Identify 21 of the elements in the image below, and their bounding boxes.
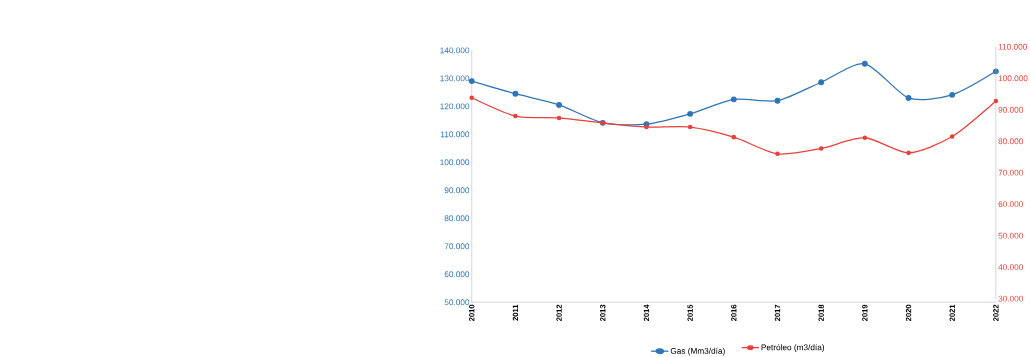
- y-tick-label: 80.000: [444, 215, 470, 222]
- y-tick-label: 50.000: [444, 299, 470, 306]
- y-tick-label: 110.000: [440, 131, 470, 138]
- y2-tick-label: 60.000: [998, 201, 1023, 207]
- y-tick-label: 70.000: [444, 243, 470, 250]
- legend-label: Petróleo (m3/día): [761, 344, 825, 352]
- y2-tick-label: 80.000: [998, 138, 1023, 145]
- y-tick-label: 100.000: [440, 159, 470, 166]
- y2-tick-label: 110.000: [998, 43, 1027, 50]
- y2-tick-label: 50.000: [998, 232, 1023, 239]
- y-tick-label: 140.000: [440, 47, 470, 54]
- y2-tick-label: 40.000: [998, 264, 1023, 270]
- y2-tick-label: 100.000: [998, 75, 1028, 82]
- y-tick-label: 120.000: [440, 103, 470, 110]
- y-tick-label: 60.000: [444, 271, 470, 278]
- y-tick-label: 130.000: [440, 75, 470, 82]
- legend-label: Gas (Mm3/día): [670, 347, 725, 356]
- y-tick-label: 90.000: [444, 187, 470, 194]
- y2-tick-label: 90.000: [998, 106, 1023, 113]
- y2-tick-label: 30.000: [998, 295, 1023, 302]
- y2-tick-label: 70.000: [998, 169, 1023, 176]
